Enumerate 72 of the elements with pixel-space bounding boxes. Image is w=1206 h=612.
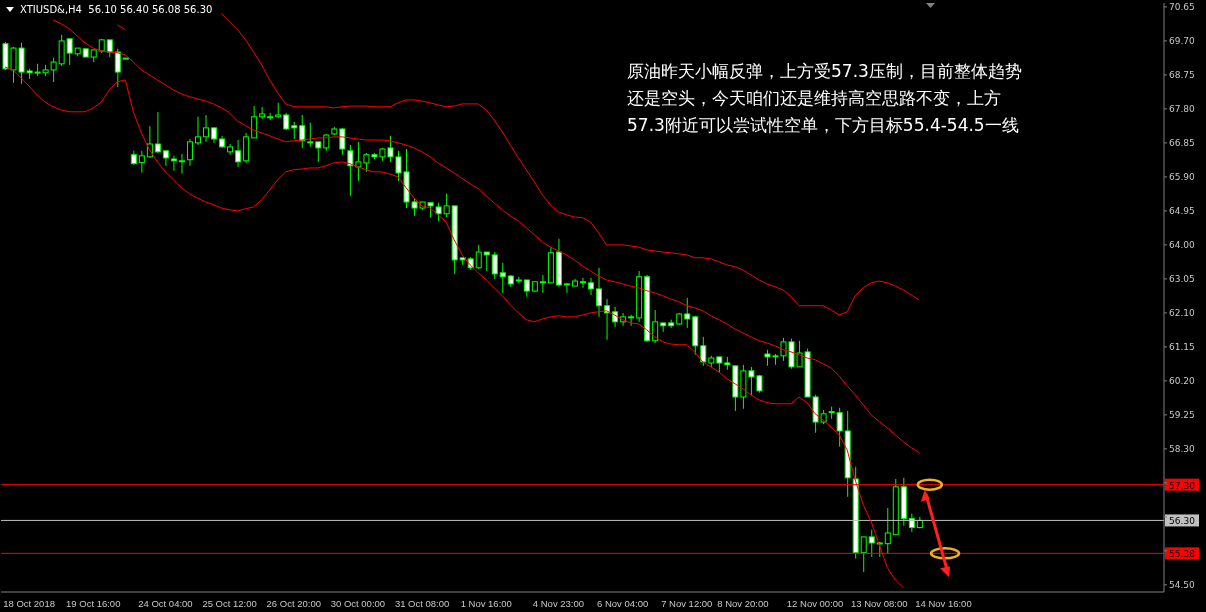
x-tick-label: 7 Nov 12:00 <box>661 597 713 609</box>
candlestick <box>307 122 314 148</box>
candlestick <box>186 138 193 167</box>
x-tick-label: 26 Oct 20:00 <box>266 597 321 609</box>
candlestick <box>579 277 586 289</box>
y-tick-label: 58.30 <box>1169 444 1196 455</box>
x-tick-label: 1 Nov 16:00 <box>460 597 512 609</box>
candlestick <box>499 262 506 294</box>
ref-line-label: 55.38 <box>1169 549 1196 560</box>
y-tick-label: 69.70 <box>1169 36 1196 47</box>
y-tick-label: 66.85 <box>1169 138 1195 149</box>
annotation: 原油昨天小幅反弹，上方受57.3压制，目前整体趋势 <box>627 60 1022 83</box>
candlestick <box>154 111 161 154</box>
candlestick <box>475 244 482 270</box>
x-tick-label: 14 Nov 16:00 <box>915 597 972 609</box>
candlestick <box>868 529 875 558</box>
y-tick-label: 61.15 <box>1169 342 1195 353</box>
y-tick-label: 54.50 <box>1169 580 1196 591</box>
y-tick-label: 59.25 <box>1169 410 1195 421</box>
x-tick-label: 24 Oct 04:00 <box>138 597 193 609</box>
y-tick-label: 63.05 <box>1169 274 1195 285</box>
candlestick <box>563 282 570 294</box>
candlestick <box>203 114 210 143</box>
candlestick <box>652 309 659 344</box>
y-tick-label: 65.90 <box>1169 172 1196 183</box>
y-tick-label: 62.10 <box>1169 308 1196 319</box>
ref-line-label: 56.30 <box>1169 516 1196 527</box>
x-tick-label: 12 Nov 00:00 <box>786 597 844 609</box>
x-tick-label: 6 Nov 04:00 <box>596 597 649 609</box>
y-tick-label: 64.95 <box>1169 206 1195 217</box>
x-tick-label: 31 Oct 08:00 <box>394 597 450 609</box>
candlestick <box>539 274 546 294</box>
x-tick-label: 25 Oct 12:00 <box>202 597 257 609</box>
x-tick-label: 8 Nov 20:00 <box>717 597 769 609</box>
candlestick <box>251 105 258 139</box>
x-tick-label: 19 Oct 16:00 <box>66 597 121 609</box>
y-tick-label: 60.20 <box>1169 376 1196 387</box>
candlestick <box>604 298 611 341</box>
candlestick <box>178 153 185 175</box>
y-tick-label: 64.00 <box>1169 240 1196 251</box>
x-tick-label: 18 Oct 2018 <box>3 597 55 609</box>
x-tick-label: 4 Nov 23:00 <box>532 597 585 609</box>
candlestick <box>836 407 843 448</box>
candlestick <box>315 141 322 163</box>
x-tick-label: 13 Nov 08:00 <box>851 597 908 609</box>
candlestick <box>700 336 707 367</box>
candlestick <box>66 38 73 66</box>
candlestick <box>884 507 891 555</box>
candlestick <box>483 251 490 272</box>
candlestick <box>235 139 242 168</box>
candlestick <box>195 116 201 146</box>
candlestick <box>628 314 635 327</box>
annotation: 还是空头，今天咱们还是维持高空思路不变，上方 <box>627 87 1002 110</box>
candlestick <box>243 132 250 164</box>
candlestick <box>170 155 177 172</box>
candlestick <box>114 48 121 88</box>
candlestick <box>588 277 595 296</box>
candlestick <box>162 150 169 167</box>
candlestick <box>684 297 691 329</box>
y-tick-label: 70.65 <box>1169 2 1195 13</box>
candlestick <box>299 114 306 149</box>
y-tick-label: 68.75 <box>1169 70 1195 81</box>
annotation: 57.3附近可以尝试性空单，下方目标55.4-54.5一线 <box>627 114 1020 137</box>
y-tick-label: 67.80 <box>1169 104 1196 115</box>
candlestick <box>596 267 603 318</box>
chart-title: XTIUSD&,H4 56.10 56.40 56.08 56.30 <box>20 4 213 15</box>
candlestick <box>908 513 915 533</box>
candlestick <box>138 150 145 174</box>
candlestick <box>860 536 867 573</box>
x-tick-label: 30 Oct 00:00 <box>330 597 386 609</box>
ref-line-label: 57.30 <box>1169 480 1196 491</box>
candlestick <box>491 251 498 280</box>
